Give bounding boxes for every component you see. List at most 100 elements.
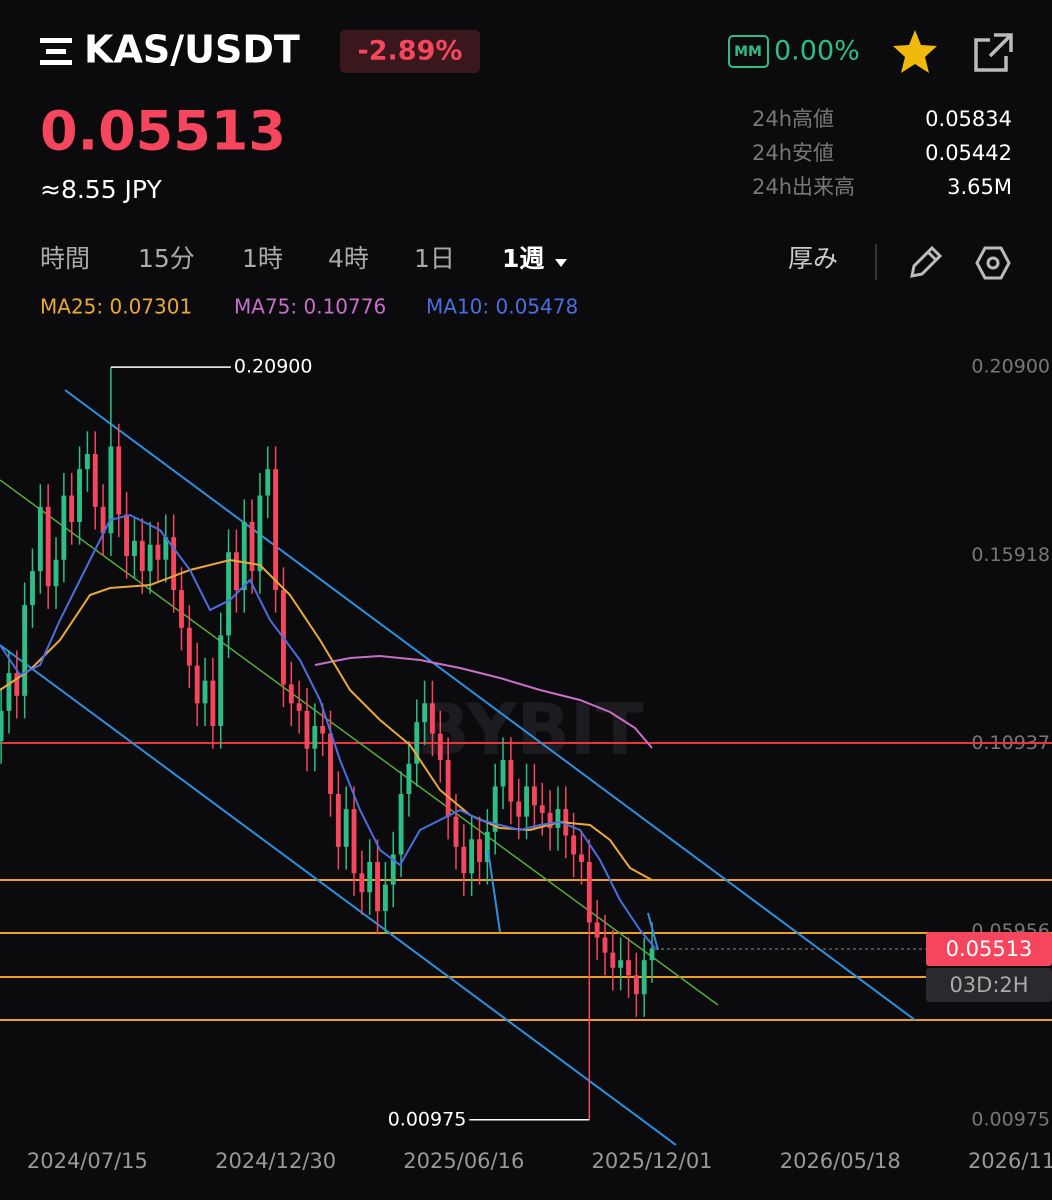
candle-body: [265, 469, 271, 496]
candle-body: [382, 884, 388, 912]
countdown: 03D:2H: [949, 973, 1028, 997]
candle-body: [116, 446, 122, 515]
x-tick-label: 2026/05/18: [780, 1149, 901, 1173]
candle-body: [367, 861, 373, 893]
candle-body: [45, 506, 51, 587]
candle-body: [594, 922, 600, 938]
x-tick-label: 2026/11/02: [968, 1149, 1052, 1173]
candle-body: [508, 759, 514, 802]
ma25-line: [0, 558, 653, 881]
candle-body: [531, 786, 537, 806]
candle-body: [414, 722, 420, 764]
timeframe-tab[interactable]: 1時: [242, 244, 283, 273]
candle-body: [249, 522, 255, 572]
stat-label: 24h安値: [752, 141, 834, 165]
candle-body: [218, 635, 224, 726]
candle-body: [30, 571, 35, 606]
last-price: 0.05513: [40, 100, 286, 163]
candle-body: [335, 793, 341, 847]
candle-body: [641, 960, 647, 995]
timeframe-tab[interactable]: 時間: [40, 244, 90, 273]
candle-body: [226, 552, 231, 636]
settings-icon[interactable]: [975, 246, 1011, 280]
candle-body: [422, 703, 428, 723]
candle-body: [437, 733, 443, 760]
candle-body: [500, 759, 506, 787]
candle-body: [328, 733, 333, 794]
candle-body: [586, 861, 592, 923]
candle-body: [343, 809, 349, 847]
y-tick-label: 0.00975: [971, 1108, 1050, 1130]
candle-body: [649, 948, 655, 961]
candle-body: [241, 522, 247, 590]
trend-line: [64, 389, 916, 1021]
countdown-tag: [926, 968, 1052, 1002]
candle-body: [461, 846, 467, 874]
x-tick-label: 2024/12/30: [215, 1149, 336, 1173]
candle-body: [571, 835, 577, 855]
candle-body: [37, 506, 43, 572]
indicator-legend: MA75: 0.10776: [234, 295, 386, 319]
trend-line: [487, 849, 501, 933]
candle-body: [359, 873, 365, 893]
candle-body: [108, 446, 114, 534]
candle-body: [579, 854, 584, 862]
candle-body: [555, 809, 561, 828]
timeframe-tab[interactable]: 4時: [328, 244, 369, 273]
candle-body: [155, 544, 161, 560]
candle-body: [0, 710, 4, 742]
candle-body: [390, 854, 396, 885]
draw-icon[interactable]: [910, 245, 943, 278]
candle-body: [233, 552, 239, 590]
annotation-label: 0.00975: [388, 1108, 467, 1130]
change-badge: [340, 30, 480, 73]
candle-body: [179, 590, 184, 628]
stat-label: 24h高値: [752, 107, 834, 131]
candle-body: [92, 454, 98, 507]
candle-body: [6, 673, 12, 711]
price-tag-text: 0.05513: [946, 937, 1033, 961]
candle-body: [124, 514, 130, 557]
candle-body: [304, 710, 310, 749]
candle-body: [210, 680, 216, 726]
candle-body: [633, 975, 639, 995]
candle-body: [132, 540, 137, 557]
x-tick-label: 2024/07/15: [27, 1149, 148, 1173]
stat-label: 24h出来高: [752, 175, 855, 199]
mm-label: MM: [734, 44, 762, 60]
change: -2.89%: [358, 36, 463, 67]
timeframe-tab[interactable]: 15分: [138, 244, 195, 273]
x-tick-label: 2025/12/01: [592, 1149, 713, 1173]
candle-body: [312, 725, 318, 749]
candle-body: [22, 605, 28, 696]
price-tag: [926, 932, 1052, 966]
candle-body: [602, 937, 608, 953]
candle-body: [375, 861, 380, 912]
candle-body: [194, 665, 200, 704]
menu-icon[interactable]: [40, 38, 72, 65]
candle-body: [163, 537, 169, 560]
indicator-legend: MA25: 0.07301: [40, 295, 192, 319]
share-icon[interactable]: [974, 33, 1013, 72]
favorite-star[interactable]: [893, 30, 937, 73]
trend-line: [0, 644, 677, 1146]
symbol[interactable]: KAS/USDT: [84, 28, 300, 72]
candle-body: [77, 469, 82, 523]
trend-line: [0, 479, 719, 1006]
trend-line: [647, 912, 659, 951]
timeframe-tab[interactable]: 1日: [414, 244, 455, 273]
candle-body: [320, 725, 326, 734]
depth-tab[interactable]: 厚み: [788, 244, 838, 273]
candle-body: [469, 839, 475, 874]
candle-body: [445, 759, 451, 817]
mm-badge[interactable]: [728, 35, 769, 68]
candle-body: [492, 786, 498, 832]
candle-body: [398, 793, 404, 855]
indicator-legend: MA10: 0.05478: [426, 295, 578, 319]
dropdown-arrow[interactable]: [555, 259, 567, 267]
candle-body: [257, 495, 263, 572]
candle-body: [53, 559, 59, 587]
timeframe-tab[interactable]: 1週: [502, 244, 544, 273]
